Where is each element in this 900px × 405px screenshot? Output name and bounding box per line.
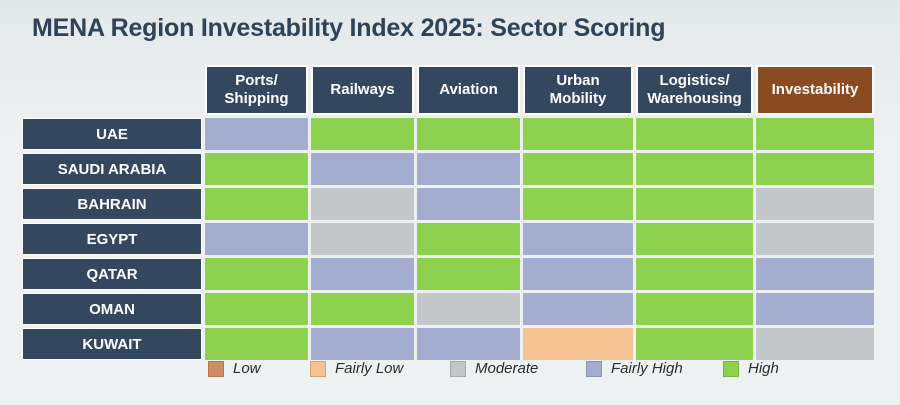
heatmap-cell: [523, 118, 633, 150]
heatmap-cell: [523, 293, 633, 325]
legend-swatch: [208, 360, 224, 377]
legend-label: Moderate: [475, 360, 539, 377]
column-header: Aviation: [417, 65, 520, 115]
page-title: MENA Region Investability Index 2025: Se…: [32, 14, 666, 42]
column-header-label: Urban Mobility: [549, 72, 607, 107]
legend-item: Fairly High: [586, 360, 723, 377]
column-header-label: Investability: [771, 81, 859, 98]
row-header: UAE: [22, 118, 202, 150]
heatmap-cell: [636, 188, 753, 220]
heatmap-cell: [417, 118, 520, 150]
heatmap-cell: [756, 293, 874, 325]
column-header-label: Aviation: [439, 81, 498, 98]
legend-label: Low: [233, 360, 261, 377]
legend-swatch: [450, 360, 466, 377]
heatmap-cell: [636, 223, 753, 255]
legend-label: High: [748, 360, 779, 377]
heatmap-cell: [636, 153, 753, 185]
heatmap-cell: [311, 328, 414, 360]
heatmap-cell: [417, 188, 520, 220]
column-header-label: Railways: [330, 81, 395, 98]
heatmap-cell: [205, 118, 308, 150]
heatmap-cell: [636, 328, 753, 360]
heatmap-cell: [417, 153, 520, 185]
heatmap-cell: [205, 153, 308, 185]
heatmap-cell: [311, 258, 414, 290]
legend-item: High: [723, 360, 803, 377]
column-header: Railways: [311, 65, 414, 115]
legend-swatch: [586, 360, 602, 377]
row-header: QATAR: [22, 258, 202, 290]
legend-swatch: [723, 360, 739, 377]
column-header: Urban Mobility: [523, 65, 633, 115]
heatmap-cell: [636, 258, 753, 290]
heatmap-cell: [756, 188, 874, 220]
column-header: Investability: [756, 65, 874, 115]
row-header: OMAN: [22, 293, 202, 325]
column-header-label: Ports/ Shipping: [224, 72, 289, 107]
legend-label: Fairly High: [611, 360, 683, 377]
heatmap-cell: [756, 258, 874, 290]
heatmap-cell: [636, 118, 753, 150]
row-header: SAUDI ARABIA: [22, 153, 202, 185]
legend: Low Fairly Low Moderate Fairly High High: [208, 360, 803, 377]
heatmap-cell: [311, 293, 414, 325]
heatmap-cell: [417, 223, 520, 255]
heatmap-cell: [756, 328, 874, 360]
legend-item: Moderate: [450, 360, 586, 377]
heatmap-cell: [417, 293, 520, 325]
heatmap-cell: [756, 223, 874, 255]
row-header: EGYPT: [22, 223, 202, 255]
heatmap-grid: Ports/ Shipping Railways Aviation Urban Mob…: [22, 65, 874, 360]
heatmap-cell: [417, 258, 520, 290]
legend-label: Fairly Low: [335, 360, 404, 377]
heatmap-cell: [311, 223, 414, 255]
heatmap-cell: [311, 188, 414, 220]
column-header-label: Logistics/ Warehousing: [647, 72, 742, 107]
heatmap-cell: [205, 293, 308, 325]
heatmap-cell: [756, 118, 874, 150]
heatmap-cell: [523, 223, 633, 255]
heatmap-cell: [523, 188, 633, 220]
column-header: Ports/ Shipping: [205, 65, 308, 115]
heatmap-cell: [205, 328, 308, 360]
heatmap-cell: [205, 188, 308, 220]
legend-swatch: [310, 360, 326, 377]
heatmap-cell: [756, 153, 874, 185]
heatmap-cell: [523, 258, 633, 290]
row-header: KUWAIT: [22, 328, 202, 360]
heatmap-cell: [311, 153, 414, 185]
row-header: BAHRAIN: [22, 188, 202, 220]
heatmap-cell: [636, 293, 753, 325]
column-header: Logistics/ Warehousing: [636, 65, 753, 115]
heatmap-cell: [205, 258, 308, 290]
grid-corner: [22, 65, 202, 115]
heatmap-cell: [523, 153, 633, 185]
legend-item: Fairly Low: [310, 360, 450, 377]
heatmap-cell: [417, 328, 520, 360]
legend-item: Low: [208, 360, 310, 377]
heatmap-cell: [523, 328, 633, 360]
heatmap-cell: [311, 118, 414, 150]
heatmap-cell: [205, 223, 308, 255]
